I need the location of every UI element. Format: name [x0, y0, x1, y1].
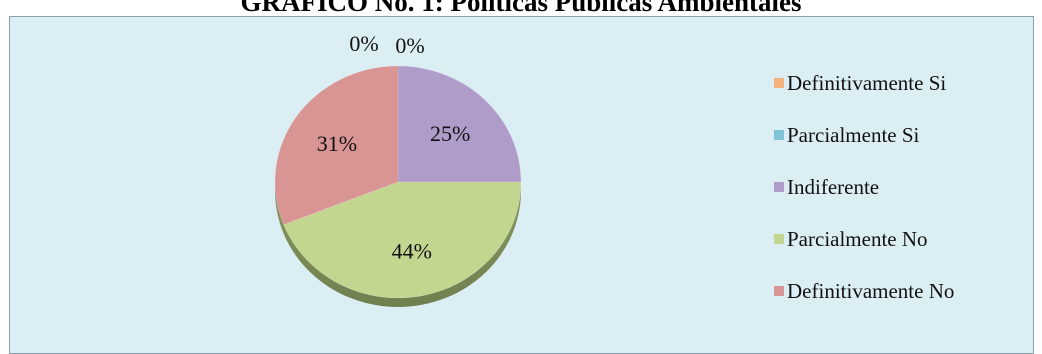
pie-chart: 0% 0% 25% 44% 31% — [274, 31, 522, 307]
legend-item: Parcialmente No — [774, 213, 954, 265]
chart-legend: Definitivamente Si Parcialmente Si Indif… — [774, 57, 954, 317]
legend-label: Parcialmente No — [787, 226, 928, 251]
legend-swatch — [774, 286, 784, 296]
chart-title: GRAFICO No. 1: Politicas Publicas Ambien… — [240, 0, 802, 17]
legend-item: Definitivamente Si — [774, 57, 954, 109]
pie-slice-definitivamente-no — [274, 65, 399, 226]
pie-data-label: 0% — [395, 33, 424, 58]
legend-label: Definitivamente No — [787, 278, 955, 303]
legend-item: Parcialmente Si — [774, 109, 954, 161]
legend-item: Indiferente — [774, 161, 954, 213]
pie-data-label: 0% — [349, 31, 378, 56]
legend-label: Parcialmente Si — [787, 122, 920, 147]
chart-area: 0% 0% 25% 44% 31% Definitivamente Si Parcial… — [9, 16, 1034, 354]
pie-data-label: 25% — [430, 121, 470, 146]
pie-slice-indiferente — [397, 65, 522, 183]
pie-slice-parcialmente-no — [283, 181, 522, 299]
legend-swatch — [774, 130, 784, 140]
legend-swatch — [774, 182, 784, 192]
legend-label: Indiferente — [787, 174, 880, 199]
pie-data-label: 31% — [317, 131, 357, 156]
legend-label: Definitivamente Si — [787, 70, 947, 95]
legend-swatch — [774, 234, 784, 244]
legend-item: Definitivamente No — [774, 265, 954, 317]
legend-swatch — [774, 78, 784, 88]
pie-data-label: 44% — [392, 238, 432, 263]
